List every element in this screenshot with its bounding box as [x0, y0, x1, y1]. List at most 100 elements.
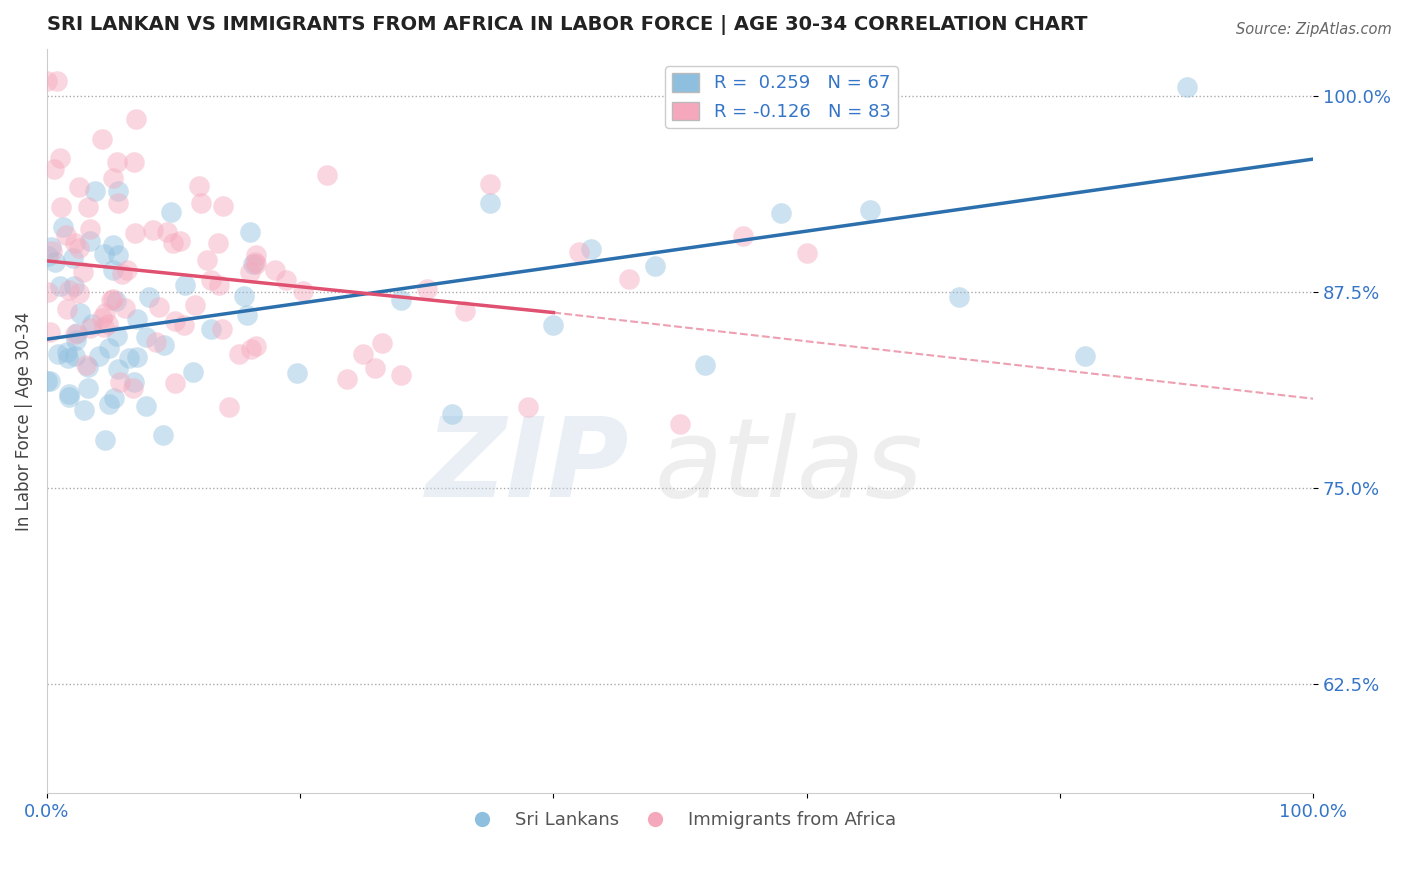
Point [479, 177, 502, 191]
Point [135, 399, 157, 413]
Point [117, 263, 139, 277]
Point [391, 368, 413, 382]
Point [770, 206, 793, 220]
Point [63, 349, 86, 363]
Point [441, 408, 464, 422]
Point [94, 433, 117, 447]
Point [127, 311, 149, 326]
Point [416, 281, 439, 295]
Text: ZIP: ZIP [426, 412, 630, 519]
Point [111, 267, 134, 281]
Point [173, 318, 195, 332]
Point [114, 301, 136, 315]
Point [122, 375, 145, 389]
Point [52, 219, 75, 234]
Point [212, 199, 235, 213]
Point [169, 234, 191, 248]
Point [285, 366, 308, 380]
Point [77, 381, 100, 395]
Point [72, 265, 94, 279]
Point [135, 330, 157, 344]
Point [38, 375, 60, 389]
Point [142, 223, 165, 237]
Point [236, 308, 259, 322]
Point [101, 292, 124, 306]
Point [87, 349, 110, 363]
Point [239, 265, 262, 279]
Point [55, 302, 77, 317]
Point [77, 200, 100, 214]
Point [105, 328, 128, 343]
Point [733, 229, 755, 244]
Point [94, 305, 117, 319]
Point [173, 277, 195, 292]
Point [263, 263, 285, 277]
Point [103, 391, 125, 405]
Point [160, 204, 183, 219]
Point [153, 338, 176, 352]
Point [122, 155, 145, 169]
Point [62, 252, 84, 266]
Point [46, 347, 69, 361]
Point [118, 351, 141, 365]
Point [364, 361, 387, 376]
Point [245, 254, 267, 268]
Legend: Sri Lankans, Immigrants from Africa: Sri Lankans, Immigrants from Africa [457, 804, 903, 837]
Point [41, 244, 63, 258]
Point [93, 319, 115, 334]
Point [79, 234, 101, 248]
Point [695, 358, 717, 372]
Point [98, 397, 121, 411]
Point [245, 339, 267, 353]
Point [101, 170, 124, 185]
Point [163, 376, 186, 390]
Point [454, 304, 477, 318]
Point [56, 351, 79, 366]
Point [1074, 350, 1097, 364]
Point [479, 196, 502, 211]
Point [90, 132, 112, 146]
Point [145, 334, 167, 349]
Point [63, 278, 86, 293]
Point [233, 289, 256, 303]
Point [211, 322, 233, 336]
Point [65, 333, 87, 347]
Point [122, 381, 145, 395]
Point [292, 284, 315, 298]
Point [107, 361, 129, 376]
Point [353, 347, 375, 361]
Point [67, 180, 90, 194]
Point [181, 365, 204, 379]
Point [97, 317, 120, 331]
Point [90, 311, 112, 326]
Point [796, 245, 818, 260]
Point [110, 376, 132, 390]
Point [948, 290, 970, 304]
Point [148, 301, 170, 315]
Point [58, 283, 80, 297]
Point [37, 74, 59, 88]
Point [75, 358, 97, 372]
Point [84, 184, 107, 198]
Text: Source: ZipAtlas.com: Source: ZipAtlas.com [1236, 22, 1392, 37]
Point [274, 272, 297, 286]
Point [138, 290, 160, 304]
Point [55, 344, 77, 359]
Point [101, 262, 124, 277]
Point [316, 168, 339, 182]
Point [1175, 80, 1198, 95]
Point [517, 401, 540, 415]
Point [152, 427, 174, 442]
Point [63, 236, 86, 251]
Point [391, 293, 413, 307]
Point [644, 259, 666, 273]
Point [195, 253, 218, 268]
Point [125, 112, 148, 126]
Point [51, 200, 73, 214]
Point [107, 196, 129, 211]
Point [184, 298, 207, 312]
Point [245, 248, 267, 262]
Point [162, 236, 184, 251]
Point [619, 272, 641, 286]
Point [72, 403, 94, 417]
